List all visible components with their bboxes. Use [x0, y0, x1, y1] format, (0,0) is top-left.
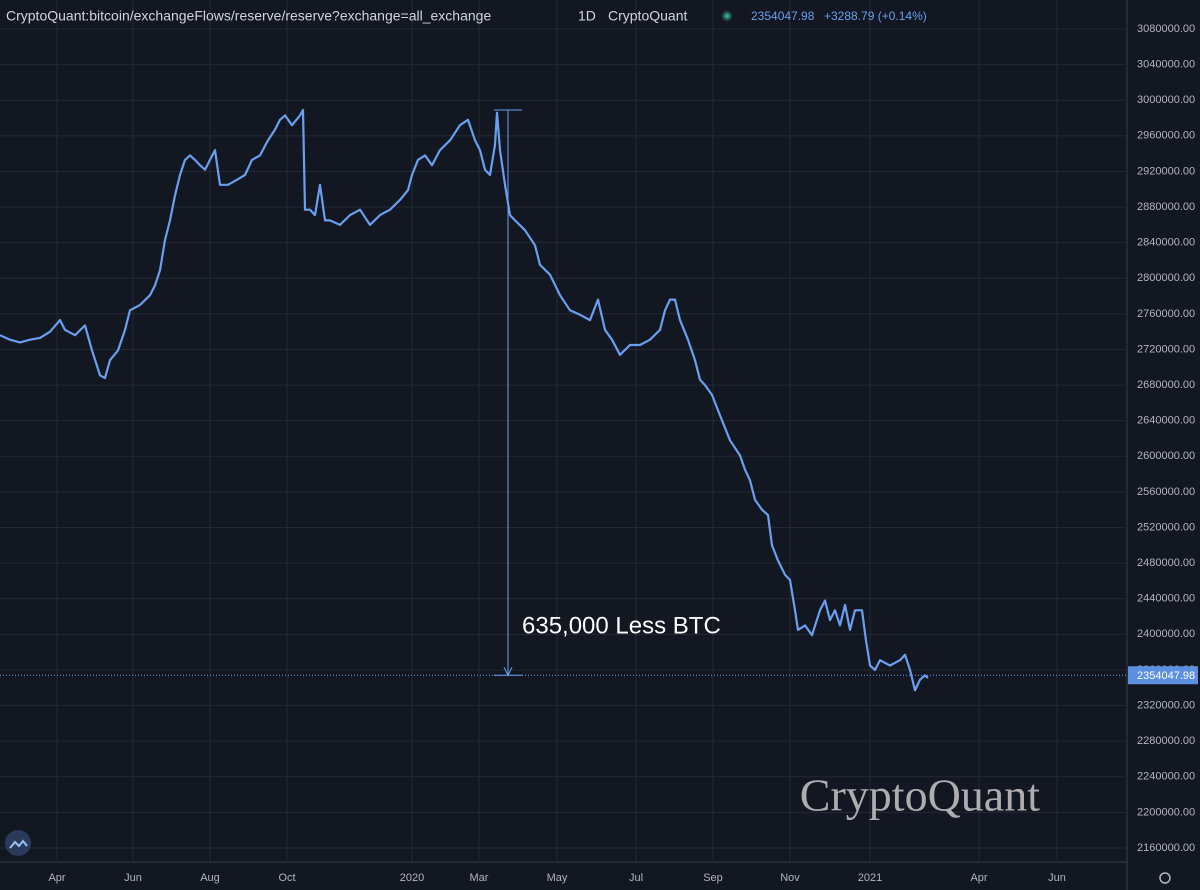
x-tick-label: Apr	[48, 872, 65, 884]
x-tick-label: Oct	[278, 872, 295, 884]
annotation-text: 635,000 Less BTC	[522, 613, 721, 640]
y-tick-label: 3040000.00	[1137, 59, 1195, 71]
x-tick-label: Jun	[124, 872, 142, 884]
x-tick-label: Jul	[629, 872, 643, 884]
y-tick-label: 2160000.00	[1137, 842, 1195, 854]
last-value-tag	[1128, 666, 1198, 685]
x-tick-label: Sep	[703, 872, 723, 884]
logo[interactable]	[5, 830, 31, 856]
x-tick-label: Mar	[470, 872, 489, 884]
logo-icon	[9, 839, 28, 849]
annotation-arrow	[503, 667, 513, 677]
x-tick-label: 2021	[858, 872, 882, 884]
y-tick-label: 2800000.00	[1137, 272, 1195, 284]
y-tick-label: 2400000.00	[1137, 628, 1195, 640]
y-tick-label: 2680000.00	[1137, 379, 1195, 391]
y-tick-label: 2880000.00	[1137, 201, 1195, 213]
grid	[0, 0, 1126, 862]
x-tick-label: May	[547, 872, 568, 884]
header-interval: 1D	[578, 8, 596, 24]
last-value-label: 2354047.98	[1137, 670, 1195, 682]
y-tick-label: 2520000.00	[1137, 521, 1195, 533]
y-tick-label: 2720000.00	[1137, 343, 1195, 355]
y-tick-label: 2920000.00	[1137, 165, 1195, 177]
y-tick-label: 2200000.00	[1137, 806, 1195, 818]
settings-icon[interactable]	[1159, 872, 1171, 884]
y-tick-label: 2600000.00	[1137, 450, 1195, 462]
status-dot	[724, 13, 730, 19]
y-tick-label: 2320000.00	[1137, 699, 1195, 711]
x-tick-label: 2020	[400, 872, 424, 884]
plot	[0, 108, 1126, 692]
y-tick-label: 2640000.00	[1137, 415, 1195, 427]
y-tick-label: 2560000.00	[1137, 486, 1195, 498]
x-tick-label: Aug	[200, 872, 220, 884]
y-tick-label: 2960000.00	[1137, 130, 1195, 142]
y-tick-label: 2760000.00	[1137, 308, 1195, 320]
x-tick-label: Apr	[970, 872, 987, 884]
y-tick-label: 2280000.00	[1137, 735, 1195, 747]
header-source: CryptoQuant	[608, 8, 687, 24]
x-tick-label: Nov	[780, 872, 800, 884]
watermark: CryptoQuant	[800, 770, 1040, 821]
y-tick-label: 3000000.00	[1137, 94, 1195, 106]
y-tick-label: 2240000.00	[1137, 771, 1195, 783]
header-price: 2354047.98	[751, 9, 815, 23]
series-line	[0, 108, 929, 692]
header-change: +3288.79 (+0.14%)	[824, 9, 927, 23]
header-symbol: CryptoQuant:bitcoin/exchangeFlows/reserv…	[6, 8, 491, 24]
y-tick-label: 2480000.00	[1137, 557, 1195, 569]
y-tick-label: 3080000.00	[1137, 23, 1195, 35]
y-tick-label: 2840000.00	[1137, 237, 1195, 249]
x-tick-label: Jun	[1048, 872, 1066, 884]
y-tick-label: 2440000.00	[1137, 593, 1195, 605]
